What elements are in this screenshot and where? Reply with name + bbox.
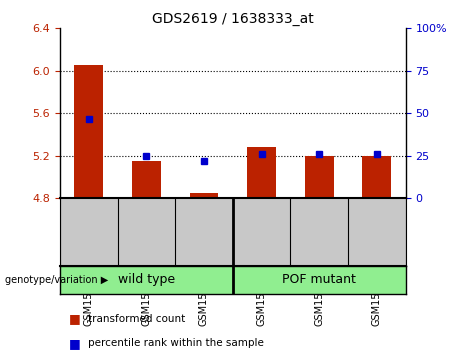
Text: POF mutant: POF mutant (282, 273, 356, 286)
Bar (132, 161, 161, 198)
Text: genotype/variation ▶: genotype/variation ▶ (5, 275, 108, 285)
Text: percentile rank within the sample: percentile rank within the sample (88, 338, 264, 348)
Bar (362, 156, 391, 198)
Text: ■: ■ (69, 337, 81, 350)
Bar (74, 65, 103, 198)
Bar (305, 156, 334, 198)
Bar (189, 193, 219, 198)
Text: transformed count: transformed count (88, 314, 185, 324)
Bar (247, 147, 276, 198)
Text: wild type: wild type (118, 273, 175, 286)
Title: GDS2619 / 1638333_at: GDS2619 / 1638333_at (152, 12, 313, 26)
Text: ■: ■ (69, 312, 81, 325)
